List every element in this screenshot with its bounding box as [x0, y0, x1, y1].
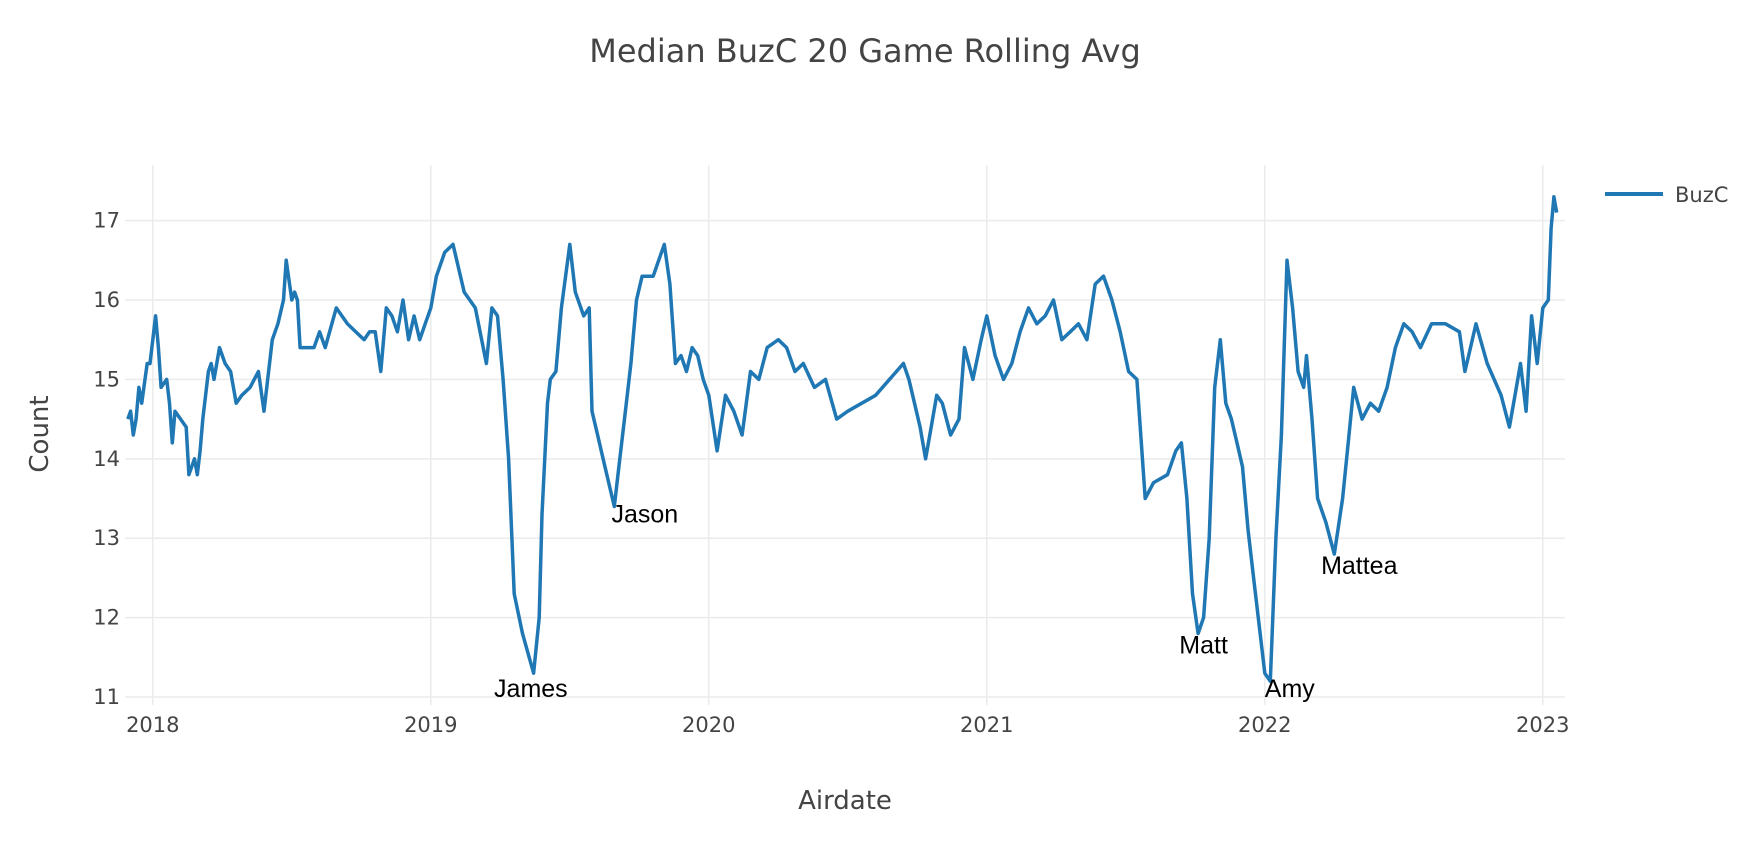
annotation-matt: Matt — [1179, 631, 1228, 659]
annotation-amy: Amy — [1265, 675, 1316, 703]
y-tick-label: 17 — [93, 209, 120, 233]
y-tick-label: 13 — [93, 526, 120, 550]
y-gridlines — [125, 219, 1565, 698]
x-gridlines — [152, 165, 1544, 705]
y-tick-label: 15 — [93, 367, 120, 391]
legend[interactable]: BuzC — [1605, 183, 1728, 207]
series-line-buzc — [126, 195, 1559, 683]
x-axis-ticks: 2018 2019 2020 2021 2022 2023 — [126, 713, 1569, 737]
x-tick-label: 2021 — [960, 713, 1013, 737]
y-tick-label: 14 — [93, 447, 120, 471]
chart-title: Median BuzC 20 Game Rolling Avg — [589, 32, 1141, 70]
x-tick-label: 2023 — [1516, 713, 1569, 737]
x-tick-label: 2018 — [126, 713, 179, 737]
legend-label-buzc: BuzC — [1675, 183, 1728, 207]
x-tick-label: 2020 — [682, 713, 735, 737]
x-tick-label: 2019 — [404, 713, 457, 737]
y-tick-label: 11 — [93, 685, 120, 709]
y-tick-label: 16 — [93, 288, 120, 312]
annotation-mattea: Mattea — [1321, 552, 1398, 580]
y-axis-ticks: 11 12 13 14 15 16 17 — [93, 209, 120, 709]
annotation-james: James — [494, 675, 568, 703]
series-layer — [126, 195, 1559, 683]
x-tick-label: 2022 — [1238, 713, 1291, 737]
annotation-jason: Jason — [611, 500, 678, 528]
annotations-layer: James Jason Matt Amy Mattea — [494, 500, 1398, 703]
y-axis-title: Count — [25, 395, 55, 472]
y-tick-label: 12 — [93, 606, 120, 630]
x-axis-title: Airdate — [798, 786, 892, 816]
